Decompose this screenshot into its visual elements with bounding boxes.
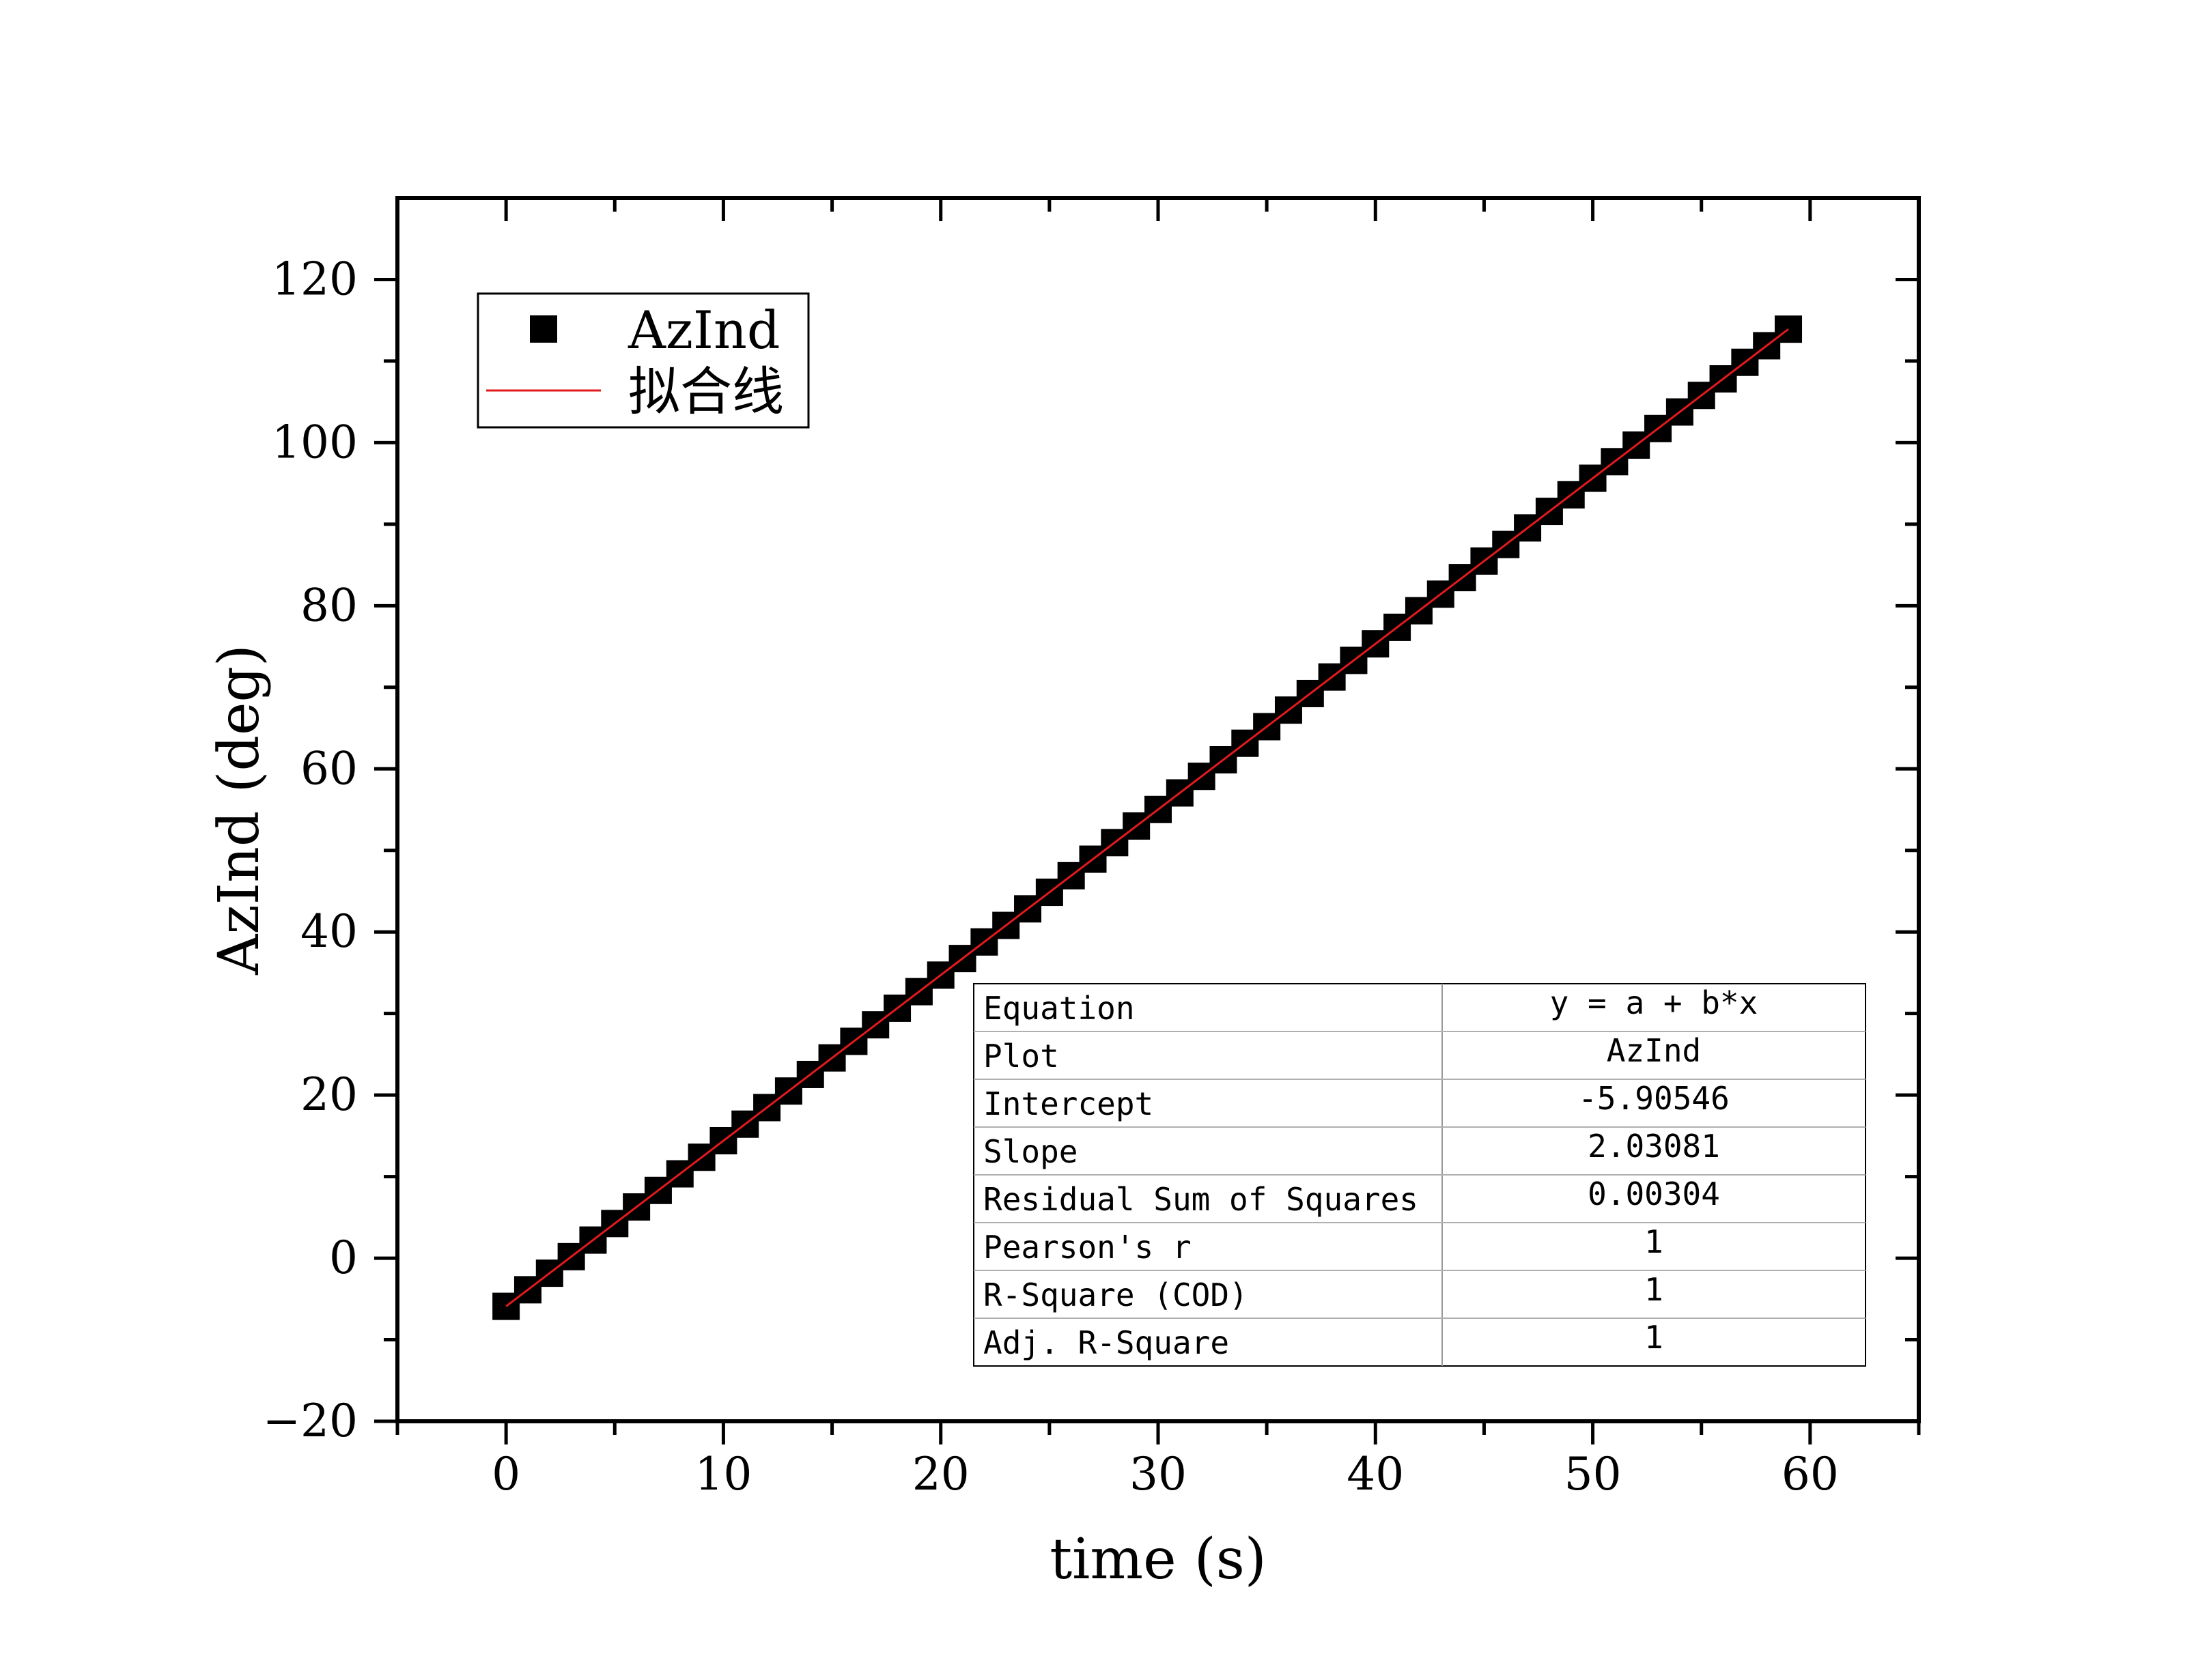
- fit-table-value: 1: [1644, 1223, 1663, 1260]
- fit-table-label: Plot: [983, 1038, 1059, 1074]
- y-tick-label: −20: [263, 1395, 358, 1447]
- x-tick-label: 40: [1347, 1448, 1404, 1500]
- x-axis-title: time (s): [1050, 1527, 1267, 1592]
- x-tick-label: 10: [694, 1448, 752, 1500]
- fit-table-value: y = a + b*x: [1550, 984, 1758, 1021]
- y-tick-label: 80: [300, 579, 358, 631]
- y-tick-label: 120: [272, 253, 358, 305]
- x-tick-label: 20: [912, 1448, 970, 1500]
- legend-marker-square: [530, 315, 557, 343]
- fit-table-value: -5.90546: [1578, 1080, 1730, 1117]
- x-tick-label: 60: [1782, 1448, 1839, 1500]
- fit-table-label: R-Square (COD): [983, 1277, 1248, 1313]
- fit-table-label: Pearson's r: [983, 1229, 1192, 1266]
- axes-layer: 0 10 20 30 40 50 60 −20 0 20 40 60 80 100 120: [263, 198, 1921, 1500]
- fit-table-label: Residual Sum of Squares: [983, 1181, 1418, 1218]
- legend-label-fit: 拟合线: [628, 361, 784, 422]
- x-tick-label: 30: [1129, 1448, 1187, 1500]
- fit-table-label: Equation: [983, 990, 1135, 1027]
- y-tick-label: 0: [329, 1231, 358, 1284]
- fit-line: [505, 328, 1789, 1307]
- fit-line-layer: [505, 328, 1789, 1307]
- x-tick-label: 50: [1564, 1448, 1622, 1500]
- y-tick-label: 60: [300, 742, 358, 795]
- y-axis-title: AzInd (deg): [207, 644, 272, 976]
- fit-table-value: 1: [1644, 1271, 1663, 1308]
- x-tick-label: 0: [492, 1448, 520, 1500]
- fit-table-value: AzInd: [1607, 1032, 1701, 1069]
- legend-label-azind: AzInd: [628, 300, 780, 360]
- y-tick-label: 40: [300, 905, 358, 958]
- y-tick-label: 100: [272, 416, 358, 468]
- legend: AzInd 拟合线: [477, 292, 810, 429]
- fit-table-label: Slope: [983, 1133, 1078, 1170]
- y-tick-label: 20: [300, 1068, 358, 1121]
- fit-table-value: 0.00304: [1588, 1176, 1720, 1212]
- fit-table-label: Adj. R-Square: [983, 1324, 1229, 1361]
- fit-table-value: 2.03081: [1588, 1128, 1720, 1165]
- fit-results-table: Equation y = a + b*x Plot AzInd Intercept -5.…: [973, 983, 1866, 1367]
- fit-table-label: Intercept: [983, 1085, 1153, 1122]
- fit-table-value: 1: [1644, 1319, 1663, 1356]
